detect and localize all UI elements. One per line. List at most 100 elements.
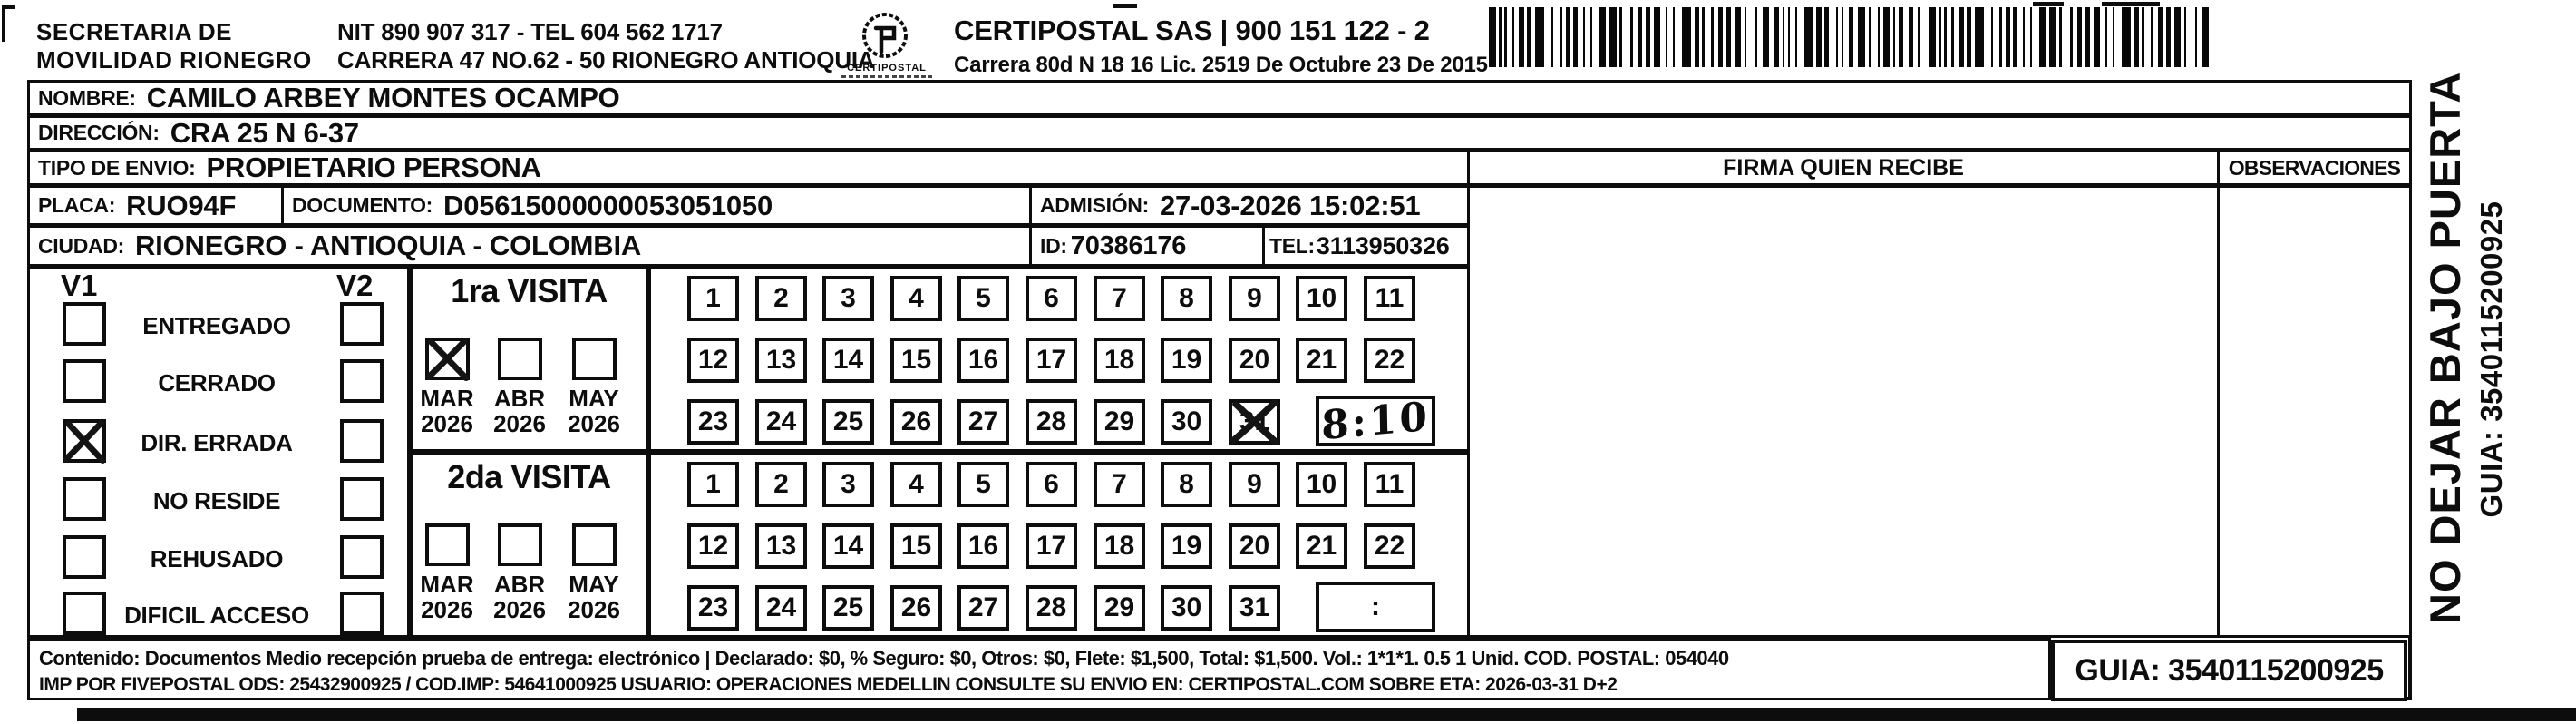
visit-2-day-23: 23	[687, 585, 739, 631]
visit-2-year-label-abr: 2026	[493, 596, 546, 623]
carrier-address-line: Carrera 80d N 18 16 Lic. 2519 De Octubre…	[954, 53, 1488, 77]
scan-bottom-bar	[77, 708, 2576, 721]
status-label-dificil-acceso: DIFICIL ACCESO	[124, 602, 309, 629]
handwritten-x-mark	[425, 338, 470, 382]
footer-terms-cell: Contenido: Documentos Medio recepción pr…	[27, 638, 2051, 700]
visit-2-day-25: 25	[822, 585, 874, 631]
status-label-cerrado: CERRADO	[158, 369, 276, 396]
visit-2-month-checkbox-may	[572, 523, 617, 566]
visit-1-day-30: 30	[1161, 399, 1212, 445]
field-placa: PLACA: RUO94F	[27, 185, 284, 226]
tipo-envio-label: TIPO DE ENVIO:	[38, 155, 196, 180]
visit-2-day-21: 21	[1296, 523, 1347, 569]
visit-1-day-23: 23	[687, 399, 739, 445]
agency-nit-line: NIT 890 907 317 - TEL 604 562 1717	[337, 18, 723, 45]
visit-1-month-checkbox-abr	[498, 338, 542, 380]
visit-1-month-checkbox-mar	[425, 338, 470, 382]
visit-2-day-5: 5	[957, 462, 1009, 507]
visit-1-day-4: 4	[890, 276, 942, 321]
status-checkbox-v2-cerrado	[340, 359, 384, 403]
agency-block: SECRETARIA DE MOVILIDAD RIONEGRO	[36, 18, 312, 74]
id-value: 70386176	[1070, 230, 1187, 260]
visit-2-day-9: 9	[1229, 462, 1280, 507]
status-checkbox-v2-rehusado	[340, 535, 384, 579]
status-label-dir-errada: DIR. ERRADA	[141, 429, 293, 456]
visit-1-day-11: 11	[1364, 276, 1415, 321]
footer-line2: IMP POR FIVEPOSTAL ODS: 25432900925 / CO…	[39, 674, 1618, 695]
scan-dash	[2033, 2, 2064, 6]
status-checkbox-v2-no-reside	[340, 477, 384, 521]
visit-1-day-21: 21	[1296, 338, 1347, 383]
visit-2-day-26: 26	[890, 585, 942, 631]
field-tel: TEL: 3113950326	[1262, 225, 1470, 267]
tel-value: 3113950326	[1316, 231, 1450, 259]
visit-1-year-label-may: 2026	[568, 410, 620, 437]
visit-1-day-29: 29	[1094, 399, 1145, 445]
visit-2-time-box: :	[1316, 582, 1435, 632]
status-checkbox-v1-entregado	[63, 302, 106, 346]
visit-2-day-11: 11	[1364, 462, 1415, 507]
direccion-label: DIRECCIÓN:	[38, 121, 160, 144]
status-label-entregado: ENTREGADO	[142, 312, 291, 339]
visit-2-month-label-mar: MAR	[420, 571, 474, 598]
status-checkbox-v2-entregado	[340, 302, 384, 346]
visit-2-day-7: 7	[1094, 462, 1145, 507]
status-col1-header: V1	[61, 269, 98, 302]
visit-1-month-label-abr: ABR	[493, 385, 546, 412]
visit-1-day-27: 27	[957, 399, 1009, 445]
visit-1-day-12: 12	[687, 338, 739, 383]
visit-2-day-14: 14	[822, 523, 874, 569]
status-checkbox-v2-dir-errada	[340, 419, 384, 463]
visit-2-year-label-may: 2026	[568, 596, 620, 623]
visit-1-day-8: 8	[1161, 276, 1212, 321]
visit-1-day-18: 18	[1094, 338, 1145, 383]
agency-address-line: CARRERA 47 NO.62 - 50 RIONEGRO ANTIOQUIA	[337, 46, 875, 73]
agency-name-line1: SECRETARIA DE	[36, 18, 232, 45]
visit-2-day-29: 29	[1094, 585, 1145, 631]
ciudad-value: RIONEGRO - ANTIOQUIA - COLOMBIA	[135, 230, 642, 261]
visit-1-day-28: 28	[1026, 399, 1077, 445]
visit-2-day-28: 28	[1026, 585, 1077, 631]
field-ciudad: CIUDAD: RIONEGRO - ANTIOQUIA - COLOMBIA	[27, 225, 1032, 267]
status-checkbox-v1-rehusado	[63, 535, 106, 579]
status-checkbox-v2-dificil-acceso	[340, 592, 384, 635]
footer-line1: Contenido: Documentos Medio recepción pr…	[39, 647, 1729, 670]
status-checkbox-v1-cerrado	[63, 359, 106, 403]
visit-1-day-6: 6	[1026, 276, 1077, 321]
documento-label: DOCUMENTO:	[292, 193, 433, 217]
status-panel: V1 V2 ENTREGADO CERRADO DIR. ERRADA NO RESI…	[27, 266, 410, 638]
direccion-value: CRA 25 N 6-37	[170, 116, 359, 149]
visit-1-day-25: 25	[822, 399, 874, 445]
visit-1-day-20: 20	[1229, 338, 1280, 383]
scan-dash	[1113, 4, 1137, 8]
visit-1-calendar: 1 2 3 4 5 6 7 8 9 10 11 12 13 14 15 16 17 18 19 20 21 22 23 24 2…	[648, 266, 1470, 452]
visit-2-day-20: 20	[1229, 523, 1280, 569]
visit-2-month-label-abr: ABR	[493, 571, 546, 598]
visit-1-time-handwritten: 8:10	[1320, 393, 1431, 449]
observaciones-area	[2217, 185, 2412, 638]
visit-1-day-9: 9	[1229, 276, 1280, 321]
visit-2-day-6: 6	[1026, 462, 1077, 507]
visit-2-day-15: 15	[890, 523, 942, 569]
visit-1-day-2: 2	[755, 276, 807, 321]
visit-2-day-27: 27	[957, 585, 1009, 631]
visit-2-title: 2da VISITA	[447, 458, 611, 495]
placa-label: PLACA:	[38, 193, 116, 217]
visit-1-day-1: 1	[687, 276, 739, 321]
barcode	[1489, 7, 2211, 67]
visit-2-calendar: 1 2 3 4 5 6 7 8 9 10 11 12 13 14 15 16 17 18 19 20 21 22 23 24 2…	[648, 452, 1470, 638]
visit-1-day-26: 26	[890, 399, 942, 445]
handwritten-x-mark	[1229, 399, 1280, 445]
visit-2-day-12: 12	[687, 523, 739, 569]
firma-quien-recibe-header: FIRMA QUIEN RECIBE	[1467, 150, 2220, 186]
visit-2-day-24: 24	[755, 585, 807, 631]
logo-caption-underline	[841, 75, 932, 78]
nombre-value: CAMILO ARBEY MONTES OCAMPO	[146, 82, 620, 113]
observaciones-header: OBSERVACIONES	[2217, 150, 2412, 186]
visit-2-day-2: 2	[755, 462, 807, 507]
visit-2-time-placeholder: :	[1371, 592, 1380, 621]
visit-1-month-label-may: MAY	[569, 385, 619, 412]
visit-1-month-label-mar: MAR	[420, 385, 474, 412]
visit-1-day-22: 22	[1364, 338, 1415, 383]
